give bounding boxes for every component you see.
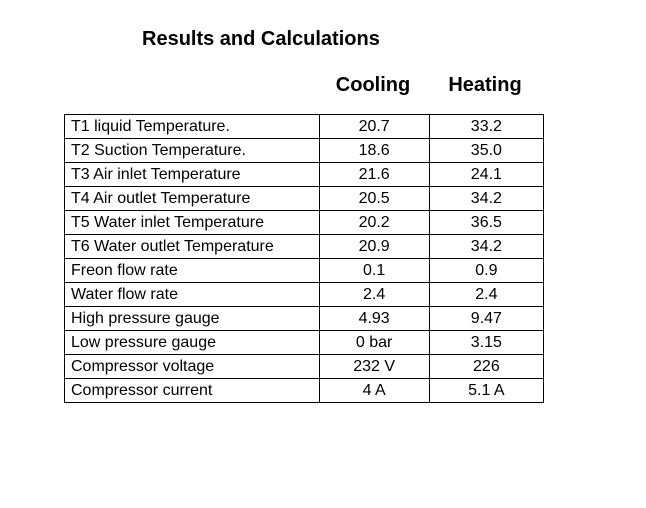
cooling-value: 0 bar <box>318 330 430 355</box>
table-row: Low pressure gauge 0 bar 3.15 <box>64 330 545 355</box>
table-row: Water flow rate 2.4 2.4 <box>64 282 545 307</box>
row-label: Water flow rate <box>64 282 320 307</box>
row-label: T4 Air outlet Temperature <box>64 186 320 211</box>
page-title: Results and Calculations <box>142 28 380 50</box>
heating-value: 226 <box>428 354 545 379</box>
table-row: Compressor current 4 A 5.1 A <box>64 378 545 403</box>
table-row: T5 Water inlet Temperature 20.2 36.5 <box>64 210 545 235</box>
cooling-value: 232 V <box>318 354 430 379</box>
table-row: T2 Suction Temperature. 18.6 35.0 <box>64 138 545 163</box>
cooling-value: 21.6 <box>318 162 430 187</box>
heating-value: 36.5 <box>428 210 545 235</box>
heating-value: 34.2 <box>428 234 545 259</box>
heating-value: 24.1 <box>428 162 545 187</box>
cooling-column-header: Cooling <box>335 74 411 96</box>
row-label: T6 Water outlet Temperature <box>64 234 320 259</box>
cooling-value: 18.6 <box>318 138 430 163</box>
heating-value: 35.0 <box>428 138 545 163</box>
cooling-value: 20.9 <box>318 234 430 259</box>
row-label: Compressor current <box>64 378 320 403</box>
row-label: T3 Air inlet Temperature <box>64 162 320 187</box>
results-table: T1 liquid Temperature. 20.7 33.2 T2 Suct… <box>64 114 545 403</box>
row-label: T5 Water inlet Temperature <box>64 210 320 235</box>
cooling-value: 4 A <box>318 378 430 403</box>
cooling-value: 0.1 <box>318 258 430 283</box>
row-label: Freon flow rate <box>64 258 320 283</box>
table-row: High pressure gauge 4.93 9.47 <box>64 306 545 331</box>
heating-value: 0.9 <box>428 258 545 283</box>
cooling-value: 20.2 <box>318 210 430 235</box>
table-row: T4 Air outlet Temperature 20.5 34.2 <box>64 186 545 211</box>
heating-value: 2.4 <box>428 282 545 307</box>
table-row: T6 Water outlet Temperature 20.9 34.2 <box>64 234 545 259</box>
cooling-value: 4.93 <box>318 306 430 331</box>
row-label: T2 Suction Temperature. <box>64 138 320 163</box>
cooling-value: 20.5 <box>318 186 430 211</box>
table-row: Compressor voltage 232 V 226 <box>64 354 545 379</box>
row-label: T1 liquid Temperature. <box>64 114 320 139</box>
cooling-value: 2.4 <box>318 282 430 307</box>
table-row: Freon flow rate 0.1 0.9 <box>64 258 545 283</box>
table-row: T1 liquid Temperature. 20.7 33.2 <box>64 114 545 139</box>
table-row: T3 Air inlet Temperature 21.6 24.1 <box>64 162 545 187</box>
heating-value: 9.47 <box>428 306 545 331</box>
row-label: High pressure gauge <box>64 306 320 331</box>
heating-value: 3.15 <box>428 330 545 355</box>
heating-column-header: Heating <box>448 74 522 96</box>
heating-value: 34.2 <box>428 186 545 211</box>
row-label: Compressor voltage <box>64 354 320 379</box>
cooling-value: 20.7 <box>318 114 430 139</box>
row-label: Low pressure gauge <box>64 330 320 355</box>
heating-value: 33.2 <box>428 114 545 139</box>
heating-value: 5.1 A <box>428 378 545 403</box>
